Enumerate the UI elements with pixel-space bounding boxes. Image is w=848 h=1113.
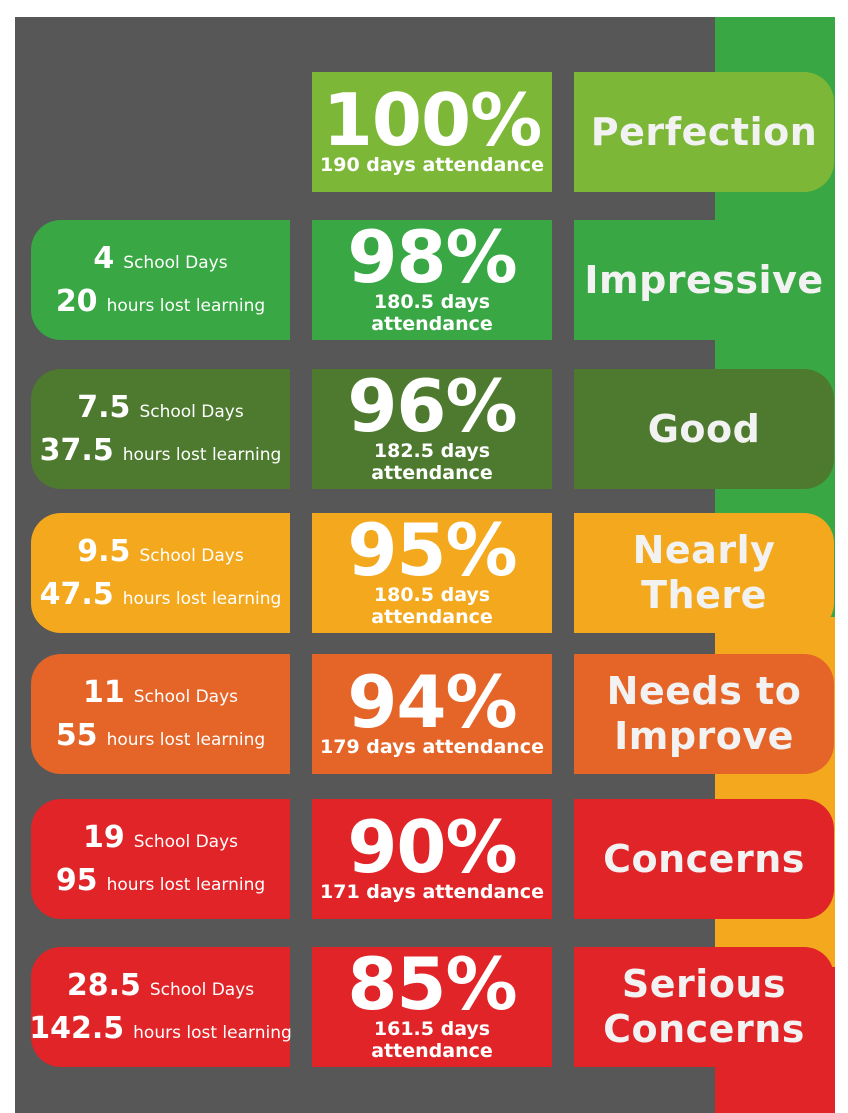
hours-lost-line: 37.5 hours lost learning [40,433,282,468]
school-days-value: 7.5 [77,390,131,425]
school-days-label: School Days [139,402,244,422]
school-days-line: 4 School Days [93,241,227,276]
rating-box-good: Good [574,369,834,489]
school-days-label: School Days [133,832,239,852]
lost-box-concerns: 19 School Days 95 hours lost learning [31,799,290,919]
attendance-days: 171 days attendance [320,881,544,903]
hours-label: hours lost learning [122,589,282,609]
percent-value: 96% [347,364,517,448]
hours-label: hours lost learning [122,445,282,465]
percent-box-perfection: 100% 190 days attendance [312,72,552,192]
school-days-label: School Days [139,546,244,566]
hours-value: 142.5 [29,1011,125,1046]
hours-value: 47.5 [39,577,114,612]
school-days-line: 7.5 School Days [77,390,243,425]
percent-value: 100% [322,78,542,162]
hours-value: 95 [55,863,98,898]
percent-box-concerns: 90% 171 days attendance [312,799,552,919]
rating-label: Good [647,406,761,451]
percent-value: 85% [347,942,517,1026]
school-days-line: 9.5 School Days [77,534,243,569]
rating-label-line1: Needs to [606,669,802,713]
attendance-days: 180.5 days attendance [371,584,493,628]
school-days-label: School Days [133,687,239,707]
school-days-label: School Days [123,253,228,273]
hours-lost-line: 20 hours lost learning [56,284,265,319]
rating-label: Impressive [584,257,824,302]
percent-box-nearly-there: 95% 180.5 days attendance [312,513,552,633]
percent-value: 98% [347,215,517,299]
attendance-days: 180.5 days attendance [371,291,493,335]
percent-value: 94% [347,660,517,744]
hours-lost-line: 95 hours lost learning [56,863,265,898]
hours-lost-line: 55 hours lost learning [56,718,265,753]
lost-box-needs-to-improve: 11 School Days 55 hours lost learning [31,654,290,774]
school-days-value: 19 [82,820,125,855]
lost-box-nearly-there: 9.5 School Days 47.5 hours lost learning [31,513,290,633]
hours-value: 55 [55,718,98,753]
rating-box-needs-to-improve: Needs to Improve [574,654,834,774]
rating-box-perfection: Perfection [574,72,834,192]
percent-value: 95% [347,508,517,592]
hours-value: 37.5 [39,433,114,468]
school-days-line: 11 School Days [83,675,238,710]
school-days-value: 28.5 [66,968,141,1003]
attendance-days: 190 days attendance [320,154,544,176]
rating-label: Perfection [590,109,818,154]
background-panel: 100% 190 days attendance Perfection 4 Sch… [15,17,835,1113]
hours-label: hours lost learning [106,730,266,750]
school-days-value: 4 [93,241,115,276]
school-days-value: 11 [82,675,125,710]
attendance-days: 161.5 days attendance [371,1018,493,1062]
rating-label-line1: Serious [621,962,787,1006]
rating-box-nearly-there: Nearly There [574,513,834,633]
percent-box-impressive: 98% 180.5 days attendance [312,220,552,340]
percent-box-needs-to-improve: 94% 179 days attendance [312,654,552,774]
lost-box-serious-concerns: 28.5 School Days 142.5 hours lost learning [29,947,292,1067]
school-days-line: 28.5 School Days [67,968,254,1003]
rating-label-line1: Nearly [632,528,776,572]
attendance-days: 182.5 days attendance [371,440,493,484]
hours-lost-line: 142.5 hours lost learning [29,1011,292,1046]
rating-box-concerns: Concerns [574,799,834,919]
rating-label-line2: Concerns [603,1007,805,1051]
lost-box-impressive: 4 School Days 20 hours lost learning [31,220,290,340]
rating-box-impressive: Impressive [574,220,834,340]
school-days-label: School Days [149,980,255,1000]
rating-box-serious-concerns: Serious Concerns [574,947,834,1067]
school-days-value: 9.5 [77,534,131,569]
hours-lost-line: 47.5 hours lost learning [40,577,282,612]
lost-box-good: 7.5 School Days 37.5 hours lost learning [31,369,290,489]
hours-label: hours lost learning [106,296,266,316]
rating-label-line2: Improve [614,714,794,758]
school-days-line: 19 School Days [83,820,238,855]
percent-box-good: 96% 182.5 days attendance [312,369,552,489]
hours-value: 20 [55,284,98,319]
hours-label: hours lost learning [106,875,266,895]
percent-value: 90% [347,805,517,889]
rating-label-line2: There [641,573,767,617]
percent-box-serious-concerns: 85% 161.5 days attendance [312,947,552,1067]
rating-label: Concerns [603,836,805,881]
attendance-days: 179 days attendance [320,736,544,758]
hours-label: hours lost learning [133,1023,292,1043]
